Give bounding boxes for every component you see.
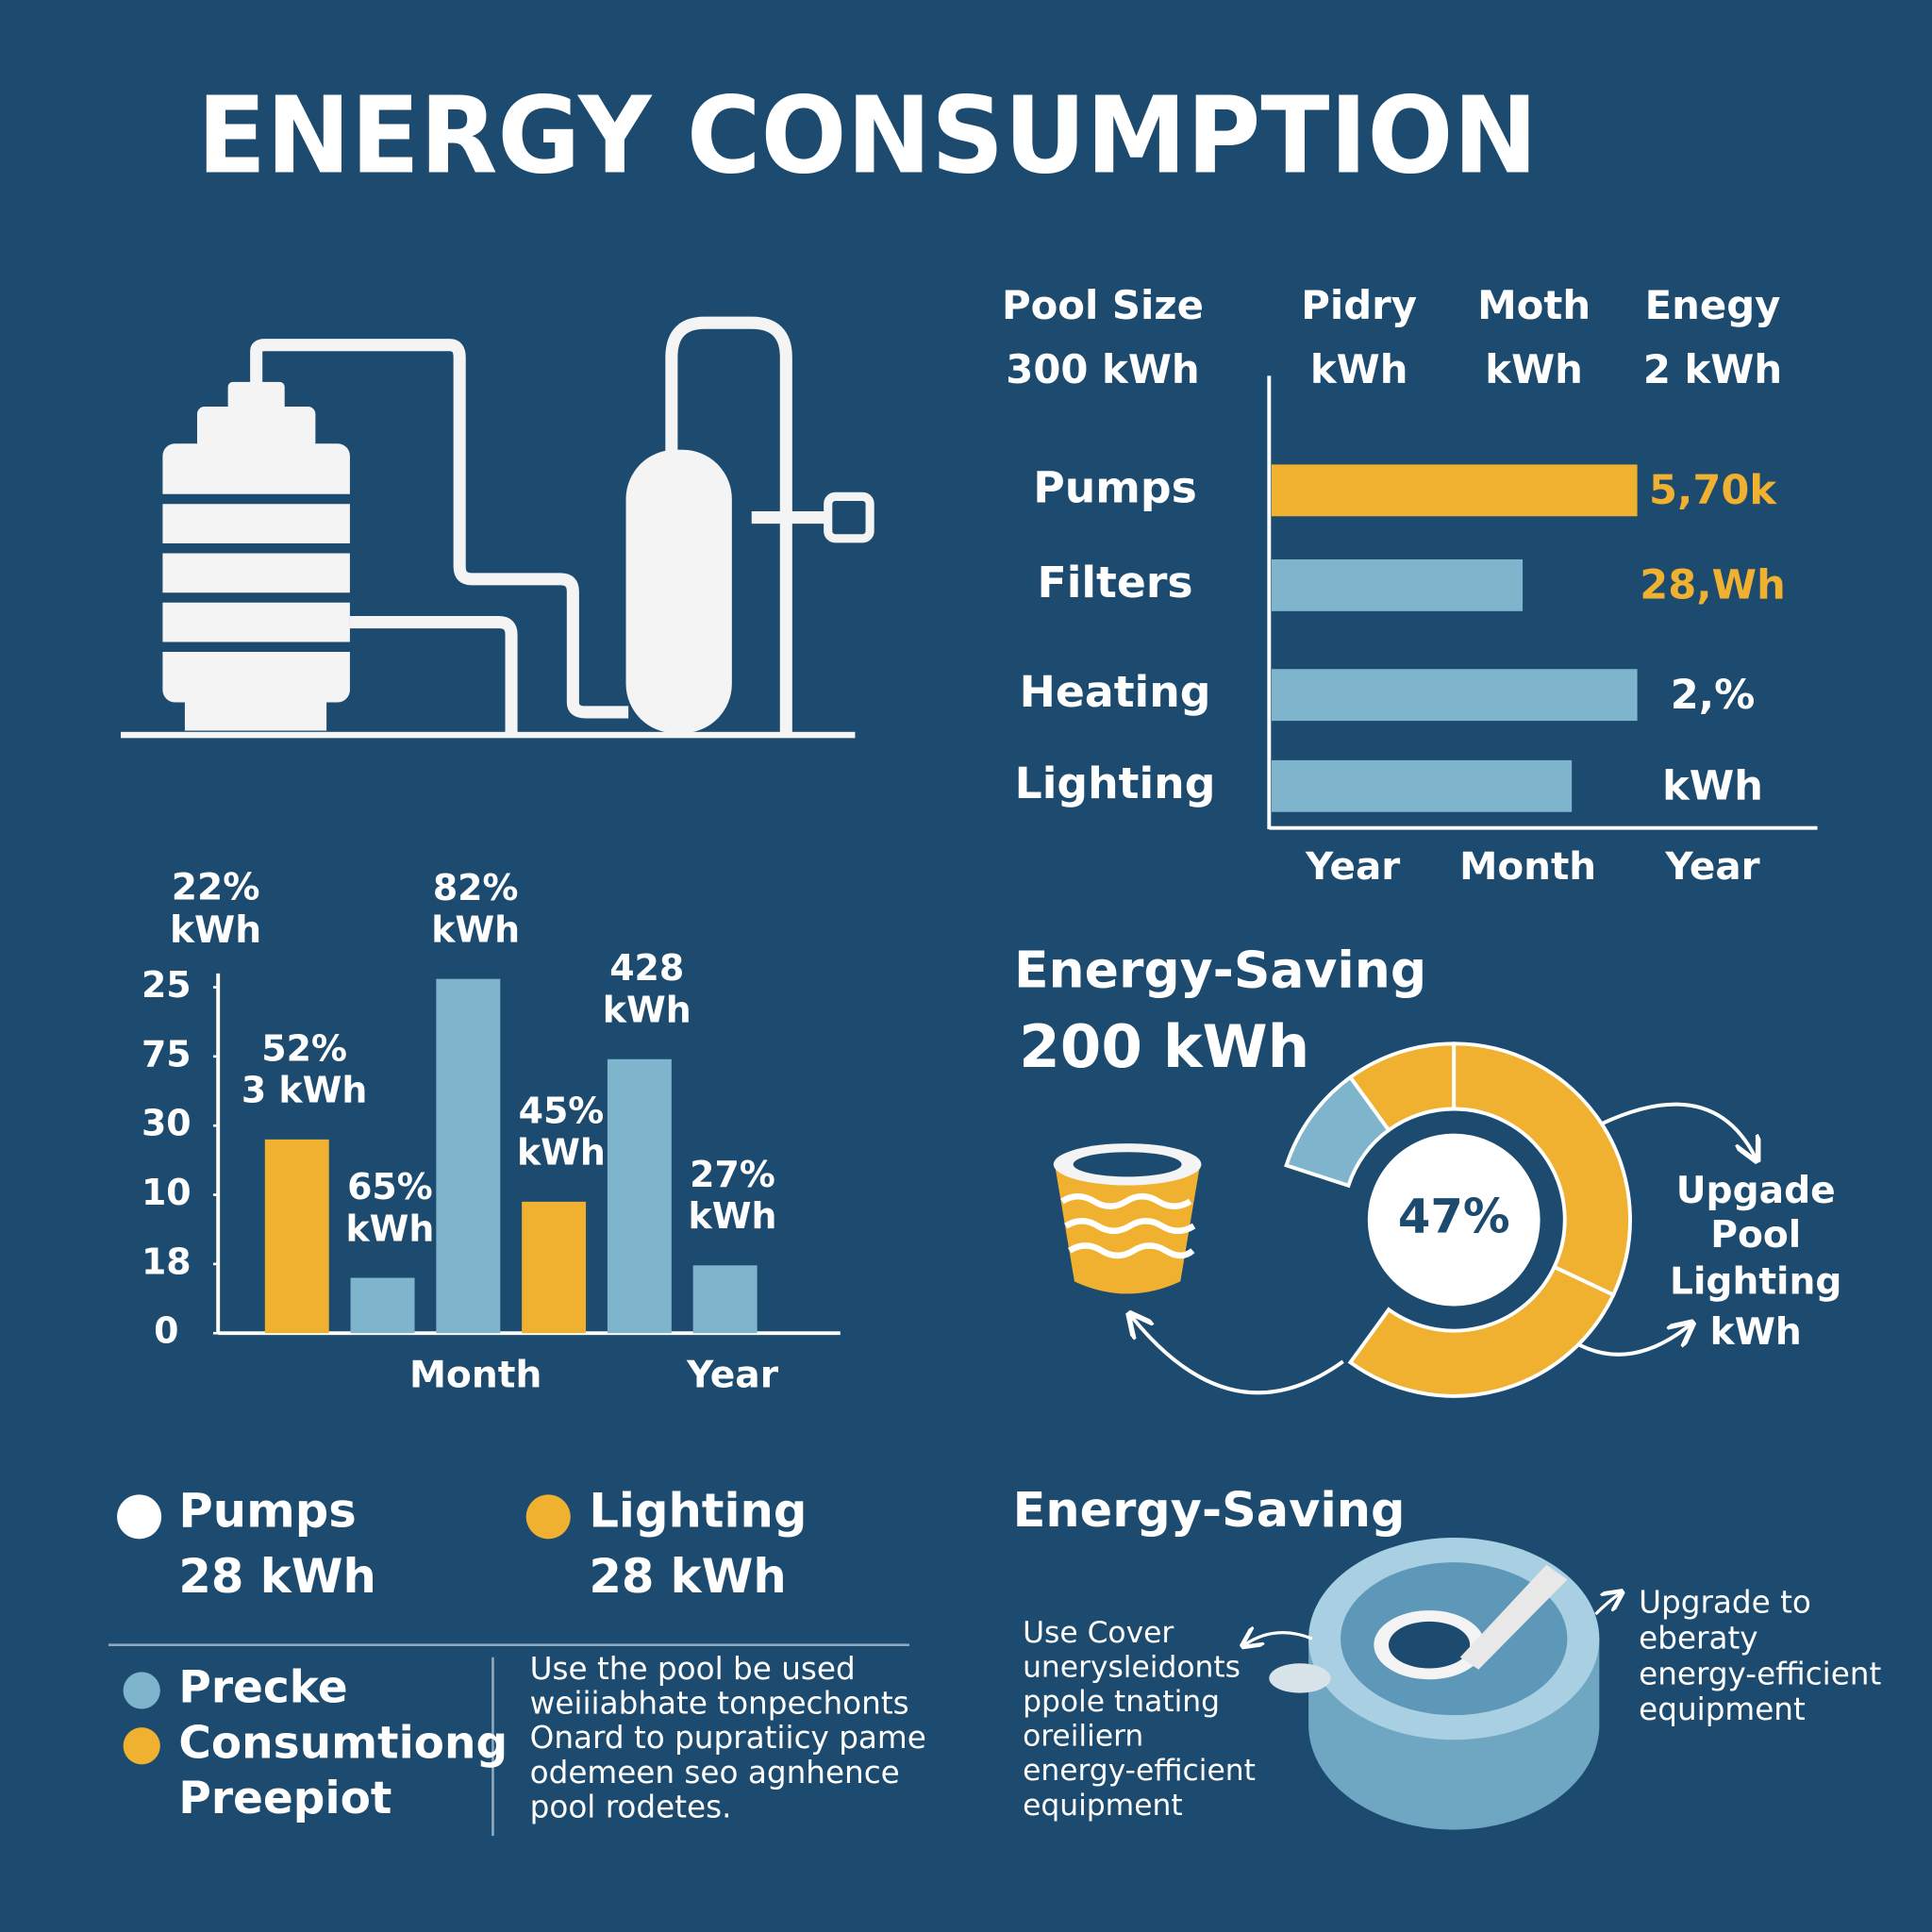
paragraph-line: Onard to pupratiicy pame — [530, 1720, 926, 1756]
bar — [264, 1139, 329, 1334]
bar-label: kWh — [1662, 762, 1763, 809]
bar-label: 82% — [433, 867, 519, 908]
tip-line: Upgrade to — [1639, 1585, 1811, 1621]
table-header: Moth — [1477, 282, 1591, 328]
bar-label: 65% — [347, 1166, 433, 1208]
x-label: Year — [1305, 843, 1400, 889]
bar-label: 27% — [690, 1154, 775, 1195]
tip-line: energy-efficient — [1639, 1656, 1881, 1691]
category-label: Pumps — [1033, 462, 1197, 512]
bar-label: kWh — [517, 1132, 606, 1174]
bar — [1271, 558, 1524, 611]
category-label: Filters — [1037, 558, 1192, 608]
bar — [1271, 759, 1573, 812]
donut-center — [1367, 1133, 1541, 1307]
bar-label: 52% — [261, 1027, 347, 1069]
bar-label: 5,70k — [1649, 467, 1777, 514]
tank-bands — [159, 493, 353, 652]
section-title: Energy-Saving — [1013, 1483, 1406, 1539]
annotation: Pool — [1710, 1214, 1801, 1257]
bar-label: 45% — [519, 1090, 605, 1131]
tip-line: equipment — [1639, 1691, 1806, 1727]
annotation: Upgade — [1676, 1170, 1836, 1212]
legend-label: Pumps — [178, 1484, 356, 1539]
y-tick-label: 18 — [142, 1241, 192, 1282]
bar-label: 2,% — [1671, 672, 1756, 719]
bar-label: 28,Wh — [1640, 562, 1786, 609]
annotation: kWh — [1710, 1311, 1802, 1354]
key-dot — [123, 1727, 160, 1765]
tip-line: ppole tnating — [1023, 1685, 1220, 1719]
pool-arrows — [1244, 1593, 1620, 1645]
table-header: Pool Size — [1002, 282, 1204, 328]
donut-segment — [1452, 1041, 1632, 1298]
donut-segment — [1347, 1264, 1616, 1398]
equipment-illustration — [121, 381, 856, 739]
x-tick-label: Year — [686, 1355, 779, 1397]
bar — [522, 1201, 587, 1334]
x-label: Year — [1664, 843, 1759, 889]
tip-line: eberaty — [1639, 1620, 1757, 1656]
tip-line: energy-efficient — [1023, 1754, 1256, 1788]
legend-value: 28 kWh — [589, 1549, 786, 1604]
tip-line: equipment — [1023, 1789, 1183, 1823]
y-tick-label: 0 — [154, 1310, 178, 1352]
key-label: Preepiot — [178, 1773, 391, 1824]
legend-label: Lighting — [589, 1484, 807, 1539]
annotation: kWh — [170, 909, 261, 952]
bar-label: kWh — [603, 990, 691, 1031]
table-header: kWh — [1310, 346, 1408, 392]
bar-label: 428 — [609, 947, 684, 989]
table-header: Pidry — [1301, 282, 1417, 328]
category-label: Lighting — [1015, 758, 1216, 808]
bar — [350, 1277, 415, 1334]
paragraph-line: odemeen seo agnhence — [530, 1755, 900, 1790]
tip-line: oreiliern — [1023, 1720, 1143, 1754]
annotation: 22% — [172, 867, 260, 909]
pool-illustration — [1269, 1538, 1600, 1830]
cup-illustration — [1053, 1143, 1202, 1294]
center-label: 47% — [1398, 1190, 1510, 1244]
annotation: Lighting — [1670, 1260, 1841, 1303]
paragraph-line: Use the pool be used — [530, 1651, 856, 1687]
bar — [1271, 464, 1638, 517]
paragraph-line: weiiiabhate tonpechonts — [530, 1686, 909, 1722]
table-header: 2 kWh — [1643, 346, 1782, 392]
legend-value: 28 kWh — [178, 1549, 375, 1604]
y-tick-label: 75 — [142, 1033, 192, 1074]
bar-label: kWh — [431, 909, 520, 951]
bar — [436, 978, 501, 1334]
bar — [692, 1265, 758, 1334]
y-tick-label: 30 — [142, 1103, 192, 1144]
x-label: Month — [1459, 843, 1596, 889]
key-label: Precke — [178, 1662, 347, 1714]
category-label: Heating — [1020, 667, 1211, 717]
tip-line: unerysleidonts — [1023, 1650, 1241, 1684]
bar — [1271, 669, 1638, 722]
table-header: 300 kWh — [1006, 346, 1199, 392]
legend-dot — [117, 1494, 162, 1540]
key-dot — [123, 1672, 160, 1709]
tip-line: Use Cover — [1023, 1616, 1174, 1650]
section-subtitle: 200 kWh — [1019, 1012, 1309, 1081]
bar-label: kWh — [345, 1208, 434, 1249]
x-tick-label: Month — [409, 1355, 541, 1397]
bar — [607, 1058, 672, 1334]
key-label: Consumtiong — [178, 1717, 508, 1769]
pipes — [250, 316, 874, 734]
legend-dot — [525, 1494, 571, 1540]
bar-label: kWh — [689, 1195, 777, 1237]
y-tick-label: 25 — [142, 964, 192, 1006]
table-header: kWh — [1485, 346, 1583, 392]
table-header: Enegy — [1645, 282, 1781, 328]
main-title: ENERGY CONSUMPTION — [197, 75, 1538, 197]
section-title: Energy-Saving — [1014, 940, 1426, 999]
y-tick-label: 10 — [142, 1172, 192, 1213]
bar-label: 3 kWh — [242, 1070, 367, 1111]
paragraph-line: pool rodetes. — [530, 1789, 732, 1824]
